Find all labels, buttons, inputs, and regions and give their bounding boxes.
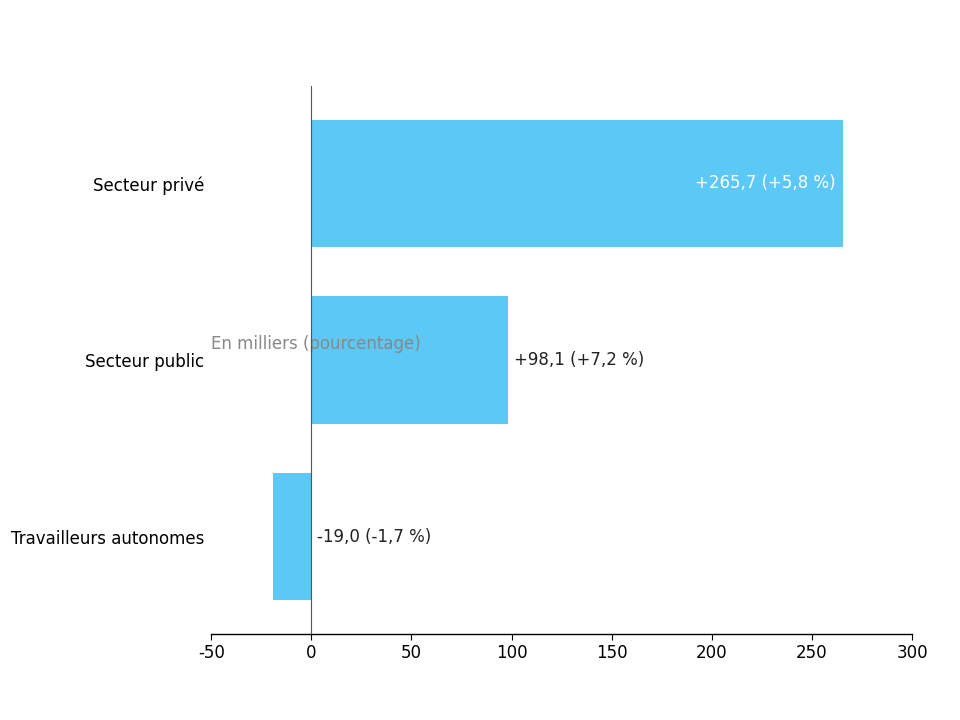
Text: +98,1 (+7,2 %): +98,1 (+7,2 %) (514, 351, 644, 369)
Bar (311, 120, 843, 247)
Text: En milliers (pourcentage): En milliers (pourcentage) (211, 335, 420, 353)
Bar (274, 473, 311, 600)
Text: +265,7 (+5,8 %): +265,7 (+5,8 %) (695, 174, 835, 192)
Bar (311, 297, 508, 423)
Text: -19,0 (-1,7 %): -19,0 (-1,7 %) (318, 528, 432, 546)
